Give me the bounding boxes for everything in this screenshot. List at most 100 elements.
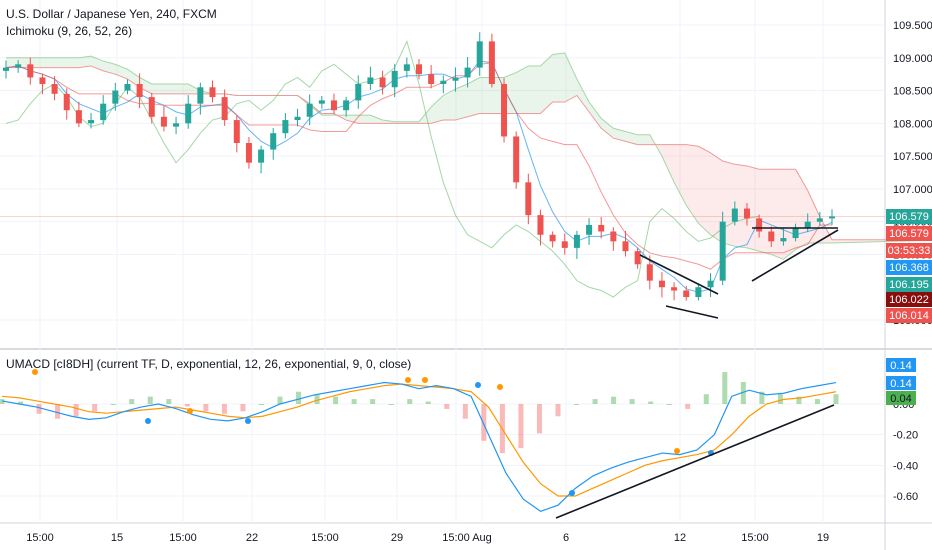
price-labels: 106.579 106.579 03:53:33 106.368 106.195 106.… xyxy=(886,209,932,405)
candle-body xyxy=(185,103,192,124)
cloud-segment xyxy=(504,72,517,114)
trend-drawings[interactable] xyxy=(639,227,839,319)
cloud-segment xyxy=(66,57,79,68)
time-tick-label: 15:00 xyxy=(169,532,197,544)
cloud-segment xyxy=(127,69,140,88)
macd-tick-label: -0.20 xyxy=(893,430,918,442)
price-label-text: 106.014 xyxy=(889,310,929,322)
cloud-segment xyxy=(637,134,650,145)
cloud-segment xyxy=(540,54,553,114)
cloud-segment xyxy=(163,84,177,94)
cloud-segment xyxy=(674,144,687,206)
candle-body xyxy=(367,77,374,84)
histogram-bar xyxy=(462,404,468,419)
time-axis[interactable]: 15:00 15 15:00 22 15:00 29 15:00 Aug 6 12 15:00 19 xyxy=(26,532,829,544)
candle-body xyxy=(270,133,277,150)
histogram-bar xyxy=(55,404,61,419)
time-tick-label: 15:00 xyxy=(311,532,339,544)
cloud-segment xyxy=(686,144,699,224)
candle-body xyxy=(209,87,216,98)
price-label-text: 106.368 xyxy=(889,262,929,274)
candle-body xyxy=(173,123,180,127)
histogram-bar xyxy=(351,399,357,404)
candle-body xyxy=(743,208,750,219)
price-label-text: 106.022 xyxy=(889,294,929,306)
price-label-box xyxy=(886,209,932,224)
time-tick-label: 15:00 xyxy=(442,532,470,544)
cross-dot xyxy=(145,418,151,424)
macd-tick-label: -0.60 xyxy=(893,491,918,503)
candle-body xyxy=(476,41,483,68)
candle-body xyxy=(124,84,131,91)
histogram-bar xyxy=(814,399,820,404)
time-tick-label: 12 xyxy=(674,532,686,544)
cross-dot xyxy=(245,418,251,424)
histogram-bar xyxy=(833,394,839,404)
candle-body xyxy=(816,218,823,222)
cloud-segment xyxy=(576,79,590,112)
candle-body xyxy=(63,93,70,111)
cloud-segment xyxy=(783,169,796,260)
price-tick-label: 108.000 xyxy=(893,118,932,130)
cloud-segment xyxy=(601,118,614,139)
histogram-bar xyxy=(574,404,580,405)
price-label-box xyxy=(886,308,932,323)
histogram-bar xyxy=(648,401,654,404)
histogram-bar xyxy=(536,404,542,434)
cloud-segment xyxy=(589,102,602,129)
price-tick-label: 109.500 xyxy=(893,20,932,32)
candle-body xyxy=(804,221,811,229)
cloud-segment xyxy=(139,77,152,94)
histogram-bar xyxy=(611,396,617,404)
histogram-bar xyxy=(258,404,264,405)
histogram-bar xyxy=(184,404,190,407)
cloud-segment xyxy=(759,169,772,255)
histogram-bar xyxy=(555,404,561,417)
histogram-bar xyxy=(592,399,598,404)
time-tick-label: 22 xyxy=(246,532,258,544)
candle-body xyxy=(537,215,544,235)
cloud-segment xyxy=(188,84,201,94)
candle-body xyxy=(768,231,775,242)
time-tick-label: 15:00 xyxy=(26,532,54,544)
candle-body xyxy=(75,110,82,124)
histogram-bar xyxy=(481,404,487,441)
cloud-segment xyxy=(455,84,468,121)
histogram-bar xyxy=(703,394,709,404)
macd-label-text: 0.04 xyxy=(890,393,911,405)
cloud-segment xyxy=(443,88,456,121)
cross-dot xyxy=(422,377,428,383)
cloud-segment xyxy=(710,152,723,243)
macd-label-text: 0.14 xyxy=(890,378,911,390)
cross-dot xyxy=(187,408,193,414)
candle-body xyxy=(15,64,22,68)
cloud-segment xyxy=(734,164,747,248)
histogram-bar xyxy=(36,404,42,414)
candle-body xyxy=(573,234,580,248)
candle-body xyxy=(561,241,568,248)
price-tick-label: 108.500 xyxy=(893,86,932,98)
cloud-segment xyxy=(771,169,784,260)
umacd-pane xyxy=(0,369,839,519)
histogram-bar xyxy=(722,372,728,404)
candle-body xyxy=(39,77,46,84)
cloud-segment xyxy=(358,115,371,124)
triangle-support-line xyxy=(751,229,839,282)
candle-body xyxy=(343,100,350,111)
candle-body xyxy=(549,234,556,242)
cloud-segment xyxy=(722,161,735,247)
candle-body xyxy=(756,218,763,232)
histogram-bar xyxy=(796,396,802,404)
cloud-segment xyxy=(613,128,626,142)
candle-body xyxy=(719,221,726,281)
candle-body xyxy=(428,74,435,84)
grid-lines xyxy=(0,0,885,523)
macd-label-box xyxy=(886,376,916,390)
candle-body xyxy=(658,280,665,288)
candle-body xyxy=(233,120,240,143)
price-tick-label: 107.500 xyxy=(893,151,932,163)
cloud-segment xyxy=(431,95,444,124)
time-tick-label: 19 xyxy=(817,532,829,544)
price-label-box xyxy=(886,226,932,241)
